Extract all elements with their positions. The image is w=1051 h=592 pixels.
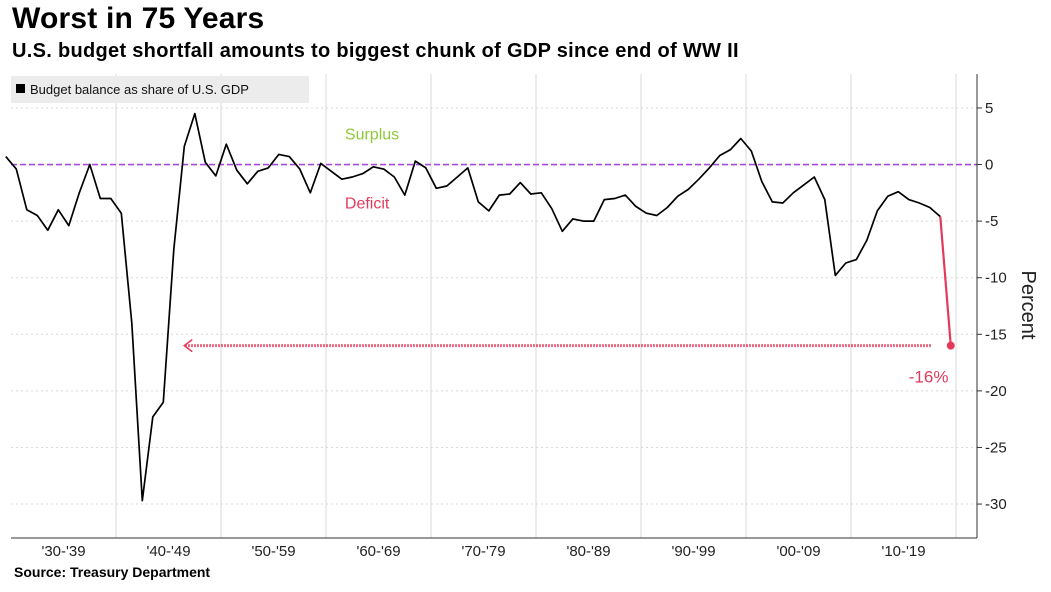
comparison-arrow-head bbox=[183, 339, 193, 353]
source-note: Source: Treasury Department bbox=[14, 564, 211, 580]
x-tick-label: '00-'09 bbox=[776, 543, 820, 560]
x-tick-label: '90-'99 bbox=[671, 543, 715, 560]
legend: Budget balance as share of U.S. GDP bbox=[11, 76, 309, 103]
series-line bbox=[5, 112, 941, 502]
y-tick-label: -20 bbox=[985, 383, 1007, 400]
grid bbox=[11, 74, 977, 538]
latest-point bbox=[946, 341, 955, 350]
x-tick-label: '60-'69 bbox=[356, 543, 400, 560]
legend-swatch bbox=[16, 84, 25, 93]
annotations: Surplus Deficit -16% bbox=[183, 127, 949, 387]
series-highlight-line bbox=[939, 216, 952, 346]
surplus-label: Surplus bbox=[345, 127, 399, 144]
legend-box bbox=[11, 76, 309, 103]
y-tick-label: -30 bbox=[985, 496, 1007, 513]
y-tick-label: -10 bbox=[985, 270, 1007, 287]
y-tick-label: 5 bbox=[985, 100, 993, 117]
chart-subtitle: U.S. budget shortfall amounts to biggest… bbox=[12, 40, 739, 62]
x-tick-label: '70-'79 bbox=[461, 543, 505, 560]
x-tick-label: '50-'59 bbox=[251, 543, 295, 560]
x-tick-label: '80-'89 bbox=[566, 543, 610, 560]
chart-title: Worst in 75 Years bbox=[12, 2, 265, 35]
y-tick-label: 0 bbox=[985, 157, 993, 174]
x-tick-label: '30-'39 bbox=[41, 543, 85, 560]
series bbox=[5, 112, 955, 502]
x-tick-label: '10-'19 bbox=[881, 543, 925, 560]
y-tick-label: -5 bbox=[985, 213, 998, 230]
y-tick-label: -25 bbox=[985, 439, 1007, 456]
x-tick-label: '40-'49 bbox=[146, 543, 190, 560]
y-tick-label: -15 bbox=[985, 326, 1007, 343]
deficit-label: Deficit bbox=[345, 196, 390, 213]
latest-value-label: -16% bbox=[909, 368, 949, 387]
legend-label: Budget balance as share of U.S. GDP bbox=[30, 82, 249, 97]
axes: '30-'39 '40-'49 '50-'59 '60-'69 '70-'79 '80-'… bbox=[11, 74, 1039, 560]
y-axis-label: Percent bbox=[1017, 271, 1039, 340]
